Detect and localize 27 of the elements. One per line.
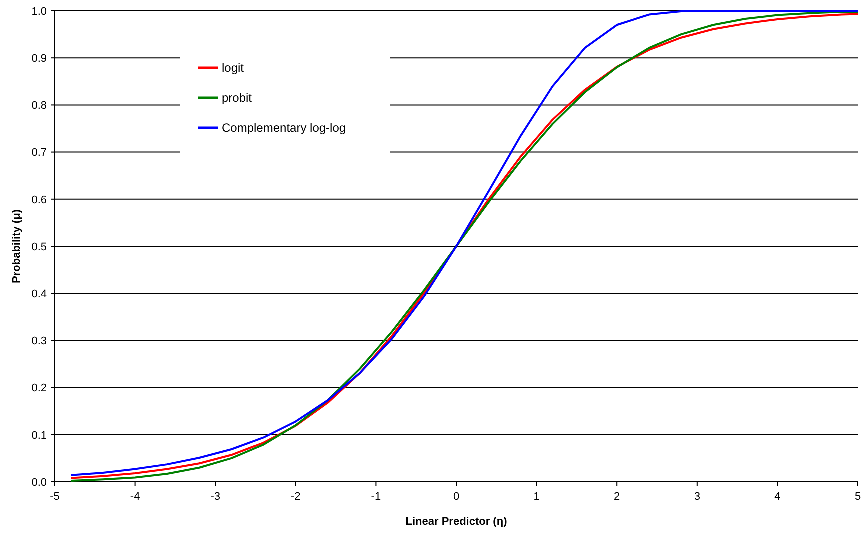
x-tick-label: 3 [694,491,700,503]
x-tick-label: -3 [210,491,220,503]
legend-label: probit [222,91,253,106]
x-tick-label: 2 [614,491,620,503]
legend-label: logit [222,61,245,76]
x-tick-label: 0 [453,491,460,503]
y-tick-label: 1.0 [32,6,47,18]
legend-label: Complementary log-log [222,121,346,136]
x-tick-label: 1 [534,491,540,503]
y-tick-label: 0.0 [32,476,47,489]
x-tick-label: -5 [50,491,60,503]
y-axis-title: Probability (μ) [11,209,23,284]
y-tick-label: 0.3 [32,336,47,348]
y-tick-label: 0.5 [32,241,47,254]
x-tick-label: -4 [130,491,140,503]
x-tick-label: 5 [854,491,862,503]
x-tick-label: -1 [371,491,382,503]
x-tick-label: 4 [774,491,781,503]
x-tick-label: -2 [291,491,301,503]
x-axis-title: Linear Predictor (η) [406,516,508,528]
y-tick-label: 0.6 [32,194,47,206]
y-tick-label: 0.2 [32,382,47,395]
y-tick-label: 0.9 [32,52,47,65]
y-tick-label: 0.1 [32,430,47,442]
y-tick-label: 0.8 [32,100,47,112]
y-tick-label: 0.4 [32,288,47,300]
y-tick-label: 0.7 [32,147,47,160]
